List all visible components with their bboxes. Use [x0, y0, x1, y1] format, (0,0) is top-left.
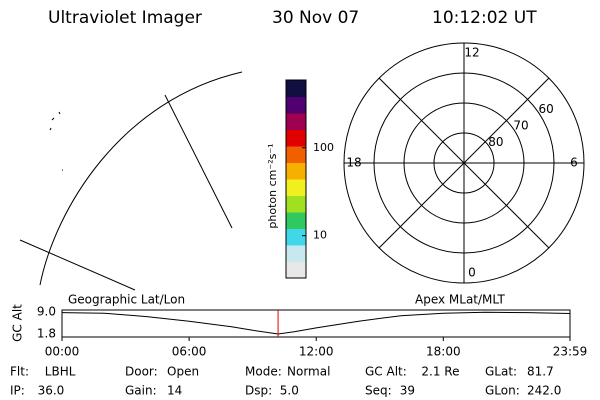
status-label: Door:: [125, 365, 158, 379]
status-label: GC Alt:: [365, 365, 407, 379]
colorbar: 10 100 photon cm⁻²s⁻¹: [266, 79, 334, 279]
y-tick-label: 9.0: [37, 305, 56, 319]
color-swatch: [286, 113, 306, 130]
colorbar-frame: [285, 79, 307, 279]
lat-ring: [433, 132, 495, 194]
status-label: GLon:: [485, 384, 520, 398]
map-arc: [39, 71, 243, 286]
lat-ring: [403, 102, 525, 224]
status-value: 5.0: [280, 384, 299, 398]
map-panel: [19, 71, 243, 291]
status-label: Mode:: [245, 365, 282, 379]
color-swatch: [286, 261, 306, 279]
color-swatch: [286, 96, 306, 114]
x-tick-label: 00:00: [45, 345, 80, 359]
timeline: Geographic Lat/Lon Apex MLat/MLT GC Alt 9.0…: [11, 293, 588, 359]
lat-label: 70: [513, 118, 528, 132]
lat-label: 80: [488, 135, 503, 149]
color-swatch: [286, 129, 306, 147]
x-tick-label: 23:59: [553, 345, 588, 359]
map-line: [19, 239, 136, 291]
status-value: 81.7: [527, 365, 554, 379]
status-label: Seq:: [365, 384, 392, 398]
mlt-label: 12: [464, 46, 479, 60]
color-swatch: [286, 162, 306, 180]
status-label: Gain:: [125, 384, 157, 398]
map-line: [164, 94, 233, 229]
mlt-label: 0: [468, 266, 476, 280]
y-tick-label: 1.8: [37, 327, 56, 341]
status-label: GLat:: [485, 365, 517, 379]
colorbar-tick-label: 100: [313, 141, 334, 154]
status-value: Open: [167, 365, 199, 379]
timeline-left-label: Geographic Lat/Lon: [68, 293, 185, 307]
mlt-label: 6: [570, 156, 578, 170]
x-tick-label: 18:00: [426, 345, 461, 359]
polar-spoke: [378, 77, 550, 249]
colorbar-tick-label: 10: [313, 229, 327, 242]
title: Ultraviolet Imager: [48, 8, 202, 28]
status-panel: Flt: LBHL Door: Open Mode: Normal GC Alt: 2.1 R…: [10, 365, 561, 398]
date: 30 Nov 07: [272, 8, 359, 28]
color-swatch: [286, 195, 306, 213]
color-swatch: [286, 80, 306, 97]
status-value: 36.0: [38, 384, 65, 398]
status-value: 39: [400, 384, 415, 398]
x-tick-label: 06:00: [172, 345, 207, 359]
lat-label: 60: [539, 102, 554, 116]
color-swatch: [286, 212, 306, 229]
time: 10:12:02 UT: [432, 8, 537, 28]
altitude-line: [61, 311, 571, 335]
status-label: IP:: [10, 384, 25, 398]
mlt-label: 18: [346, 156, 361, 170]
y-axis-label: GC Alt: [11, 304, 25, 342]
status-value: Normal: [287, 365, 330, 379]
x-tick-label: 12:00: [299, 345, 334, 359]
status-label: Dsp:: [245, 384, 272, 398]
status-value: 242.0: [527, 384, 561, 398]
map-specks: [49, 111, 63, 171]
color-swatch: [286, 228, 306, 246]
status-value: 2.1 Re: [421, 365, 459, 379]
color-swatch: [286, 245, 306, 262]
status-value: 14: [167, 384, 182, 398]
color-swatch: [286, 179, 306, 196]
status-label: Flt:: [10, 365, 29, 379]
color-swatch: [286, 146, 306, 163]
colorbar-label: photon cm⁻²s⁻¹: [266, 143, 279, 228]
lat-ring: [373, 72, 555, 254]
status-value: LBHL: [45, 365, 76, 379]
timeline-right-label: Apex MLat/MLT: [415, 293, 505, 307]
